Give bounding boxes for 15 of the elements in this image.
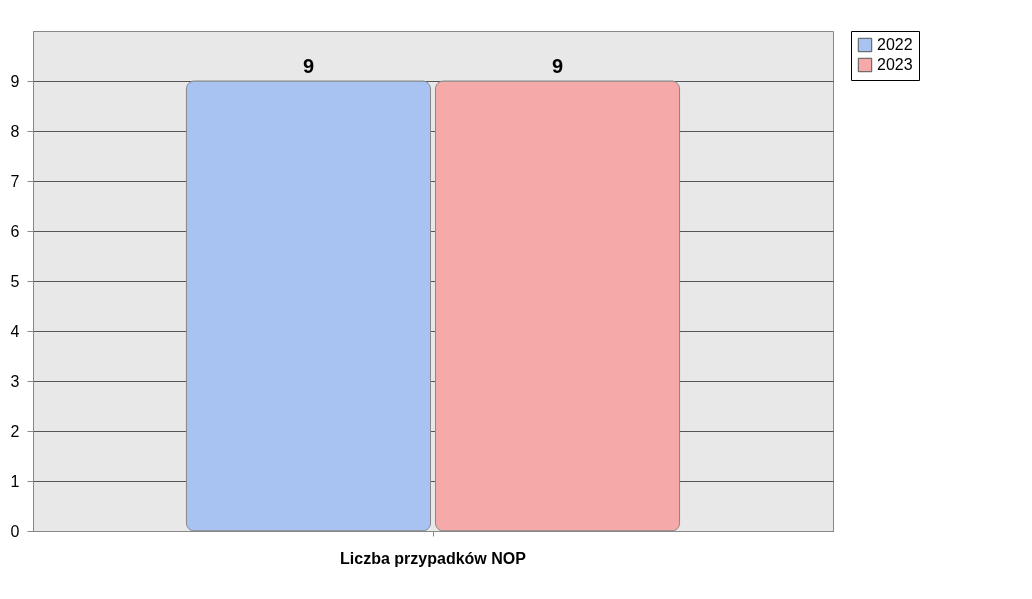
legend-label: 2023 xyxy=(877,56,913,73)
y-tick-label: 7 xyxy=(10,172,20,190)
y-tick-label: 8 xyxy=(10,122,20,140)
y-tick-label: 6 xyxy=(10,222,20,240)
y-tick-label: 1 xyxy=(10,472,20,490)
legend-label: 2022 xyxy=(877,36,913,53)
data-label: 9 xyxy=(551,55,564,77)
data-label: 9 xyxy=(302,55,315,77)
y-tick-label: 3 xyxy=(10,372,20,390)
y-tick-label: 0 xyxy=(10,522,20,540)
y-tick-label: 5 xyxy=(10,272,20,290)
y-tick-label: 9 xyxy=(10,72,20,90)
y-tick-label: 4 xyxy=(10,322,20,340)
x-tick-label: Liczba przypadków NOP xyxy=(340,549,527,567)
y-tick-label: 2 xyxy=(10,422,20,440)
